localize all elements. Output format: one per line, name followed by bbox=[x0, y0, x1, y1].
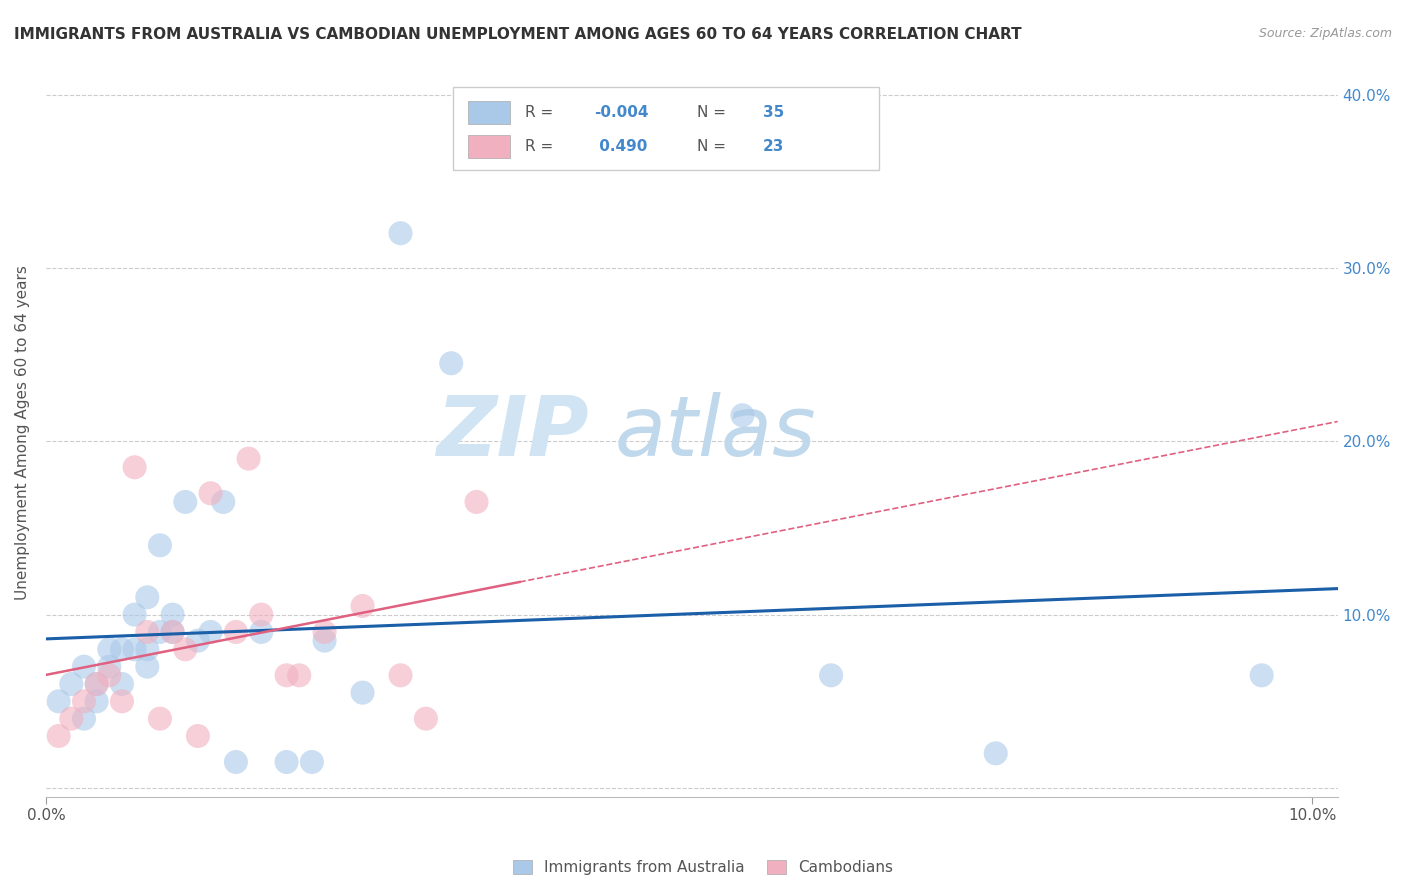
Text: IMMIGRANTS FROM AUSTRALIA VS CAMBODIAN UNEMPLOYMENT AMONG AGES 60 TO 64 YEARS CO: IMMIGRANTS FROM AUSTRALIA VS CAMBODIAN U… bbox=[14, 27, 1022, 42]
Point bbox=[276, 668, 298, 682]
Point bbox=[60, 677, 83, 691]
Point bbox=[124, 642, 146, 657]
Point bbox=[48, 729, 70, 743]
Point bbox=[111, 694, 134, 708]
Point bbox=[86, 677, 108, 691]
Point bbox=[314, 624, 336, 639]
Point bbox=[820, 668, 842, 682]
Point bbox=[187, 633, 209, 648]
Legend: Immigrants from Australia, Cambodians: Immigrants from Australia, Cambodians bbox=[509, 855, 897, 880]
Point bbox=[162, 624, 184, 639]
Point bbox=[250, 624, 273, 639]
Point bbox=[162, 607, 184, 622]
Point bbox=[60, 712, 83, 726]
Point bbox=[136, 591, 159, 605]
Point bbox=[86, 677, 108, 691]
FancyBboxPatch shape bbox=[453, 87, 879, 170]
Point bbox=[124, 607, 146, 622]
Text: atlas: atlas bbox=[614, 392, 815, 473]
Text: R =: R = bbox=[526, 104, 558, 120]
Point bbox=[149, 624, 172, 639]
Point bbox=[98, 659, 121, 673]
Point bbox=[98, 668, 121, 682]
Point bbox=[149, 712, 172, 726]
Point bbox=[136, 624, 159, 639]
Text: N =: N = bbox=[697, 104, 731, 120]
Point bbox=[301, 755, 323, 769]
Point bbox=[352, 686, 374, 700]
Text: ZIP: ZIP bbox=[436, 392, 589, 473]
Point bbox=[98, 642, 121, 657]
Point bbox=[73, 694, 96, 708]
Text: 35: 35 bbox=[763, 104, 785, 120]
Point bbox=[288, 668, 311, 682]
Point bbox=[250, 607, 273, 622]
Point bbox=[187, 729, 209, 743]
Point bbox=[276, 755, 298, 769]
Point bbox=[225, 755, 247, 769]
Point bbox=[162, 624, 184, 639]
Point bbox=[984, 747, 1007, 761]
Point bbox=[200, 624, 222, 639]
Point bbox=[389, 226, 412, 240]
Text: N =: N = bbox=[697, 139, 731, 154]
Point bbox=[86, 694, 108, 708]
Point bbox=[136, 642, 159, 657]
Point bbox=[73, 659, 96, 673]
Point bbox=[111, 677, 134, 691]
Point bbox=[136, 659, 159, 673]
Point bbox=[415, 712, 437, 726]
Point bbox=[440, 356, 463, 370]
Point bbox=[174, 642, 197, 657]
Text: 23: 23 bbox=[763, 139, 785, 154]
Point bbox=[225, 624, 247, 639]
Point bbox=[149, 538, 172, 552]
Bar bbox=[468, 101, 510, 124]
Point bbox=[48, 694, 70, 708]
Point bbox=[352, 599, 374, 613]
Point bbox=[238, 451, 260, 466]
Text: R =: R = bbox=[526, 139, 558, 154]
Point bbox=[174, 495, 197, 509]
Point bbox=[111, 642, 134, 657]
Point bbox=[212, 495, 235, 509]
Text: -0.004: -0.004 bbox=[593, 104, 648, 120]
Point bbox=[389, 668, 412, 682]
Y-axis label: Unemployment Among Ages 60 to 64 years: Unemployment Among Ages 60 to 64 years bbox=[15, 265, 30, 600]
Point bbox=[465, 495, 488, 509]
Point bbox=[200, 486, 222, 500]
Point bbox=[124, 460, 146, 475]
Point bbox=[73, 712, 96, 726]
Bar bbox=[468, 135, 510, 158]
Point bbox=[1250, 668, 1272, 682]
Point bbox=[314, 633, 336, 648]
Text: 0.490: 0.490 bbox=[593, 139, 647, 154]
Text: Source: ZipAtlas.com: Source: ZipAtlas.com bbox=[1258, 27, 1392, 40]
Point bbox=[731, 409, 754, 423]
